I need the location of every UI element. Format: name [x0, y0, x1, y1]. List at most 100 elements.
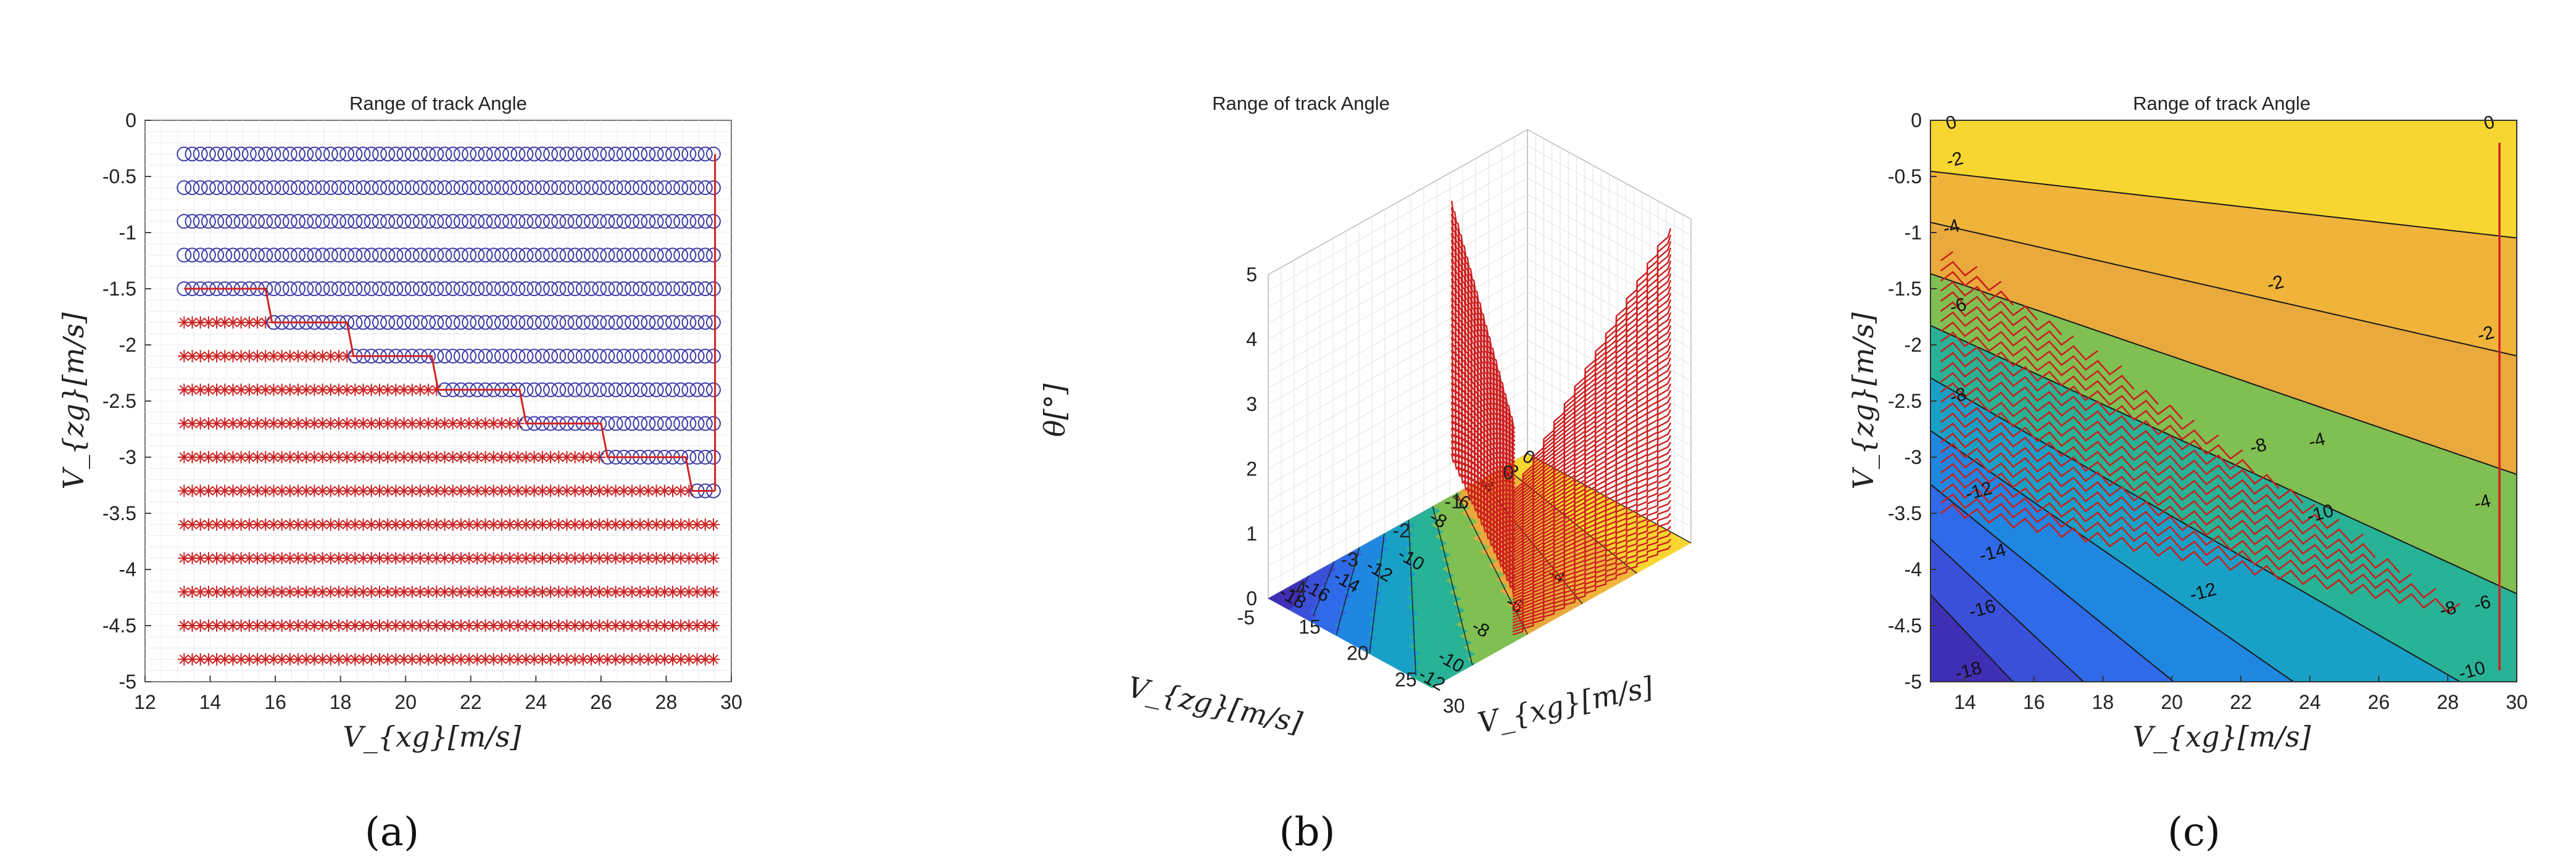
marker-circle [649, 180, 664, 196]
vx-tick-label: 30 [1443, 695, 1465, 717]
marker-circle [412, 213, 428, 229]
marker-circle [625, 247, 640, 263]
marker-star [235, 383, 247, 396]
marker-circle [673, 247, 689, 263]
marker-star [413, 383, 426, 396]
marker-star [487, 552, 500, 565]
marker-circle [355, 315, 371, 330]
marker-star [446, 552, 459, 565]
marker-star [601, 619, 614, 632]
marker-star [430, 552, 443, 565]
marker-star [235, 518, 247, 531]
marker-star [194, 417, 207, 430]
marker-star [707, 518, 720, 531]
chart-c-feasible-region [1940, 143, 2501, 671]
marker-circle [665, 213, 680, 229]
marker-star [259, 586, 272, 598]
marker-star [454, 653, 467, 666]
marker-circle [575, 213, 591, 229]
marker-circle [380, 247, 396, 263]
marker-circle [347, 180, 363, 196]
marker-circle [559, 213, 575, 229]
marker-star [389, 552, 402, 565]
marker-star [667, 518, 679, 531]
marker-star [413, 653, 426, 666]
marker-circle [404, 281, 420, 296]
marker-circle [470, 315, 485, 330]
marker-circle [396, 247, 412, 263]
marker-star [300, 484, 313, 497]
marker-circle [534, 180, 550, 196]
marker-circle [665, 146, 680, 162]
marker-star [300, 518, 313, 531]
marker-star [357, 619, 370, 632]
marker-star [650, 552, 663, 565]
marker-circle [697, 349, 713, 364]
marker-star [601, 586, 614, 598]
marker-star [186, 350, 199, 363]
marker-star [267, 552, 280, 565]
marker-star [520, 518, 533, 531]
marker-star [528, 653, 541, 666]
marker-star [292, 586, 305, 598]
marker-star [446, 451, 459, 463]
marker-circle [388, 315, 404, 330]
marker-star [341, 350, 354, 363]
marker-star [650, 484, 663, 497]
y-tick-label: -2 [1905, 334, 1922, 356]
marker-circle [347, 247, 363, 263]
vz-tick-label: -2 [1393, 519, 1410, 542]
marker-star [178, 484, 191, 497]
marker-star [243, 383, 256, 396]
marker-circle [502, 213, 518, 229]
marker-star [658, 653, 671, 666]
marker-circle [502, 180, 518, 196]
marker-circle [462, 146, 477, 162]
marker-star [454, 619, 467, 632]
marker-star [235, 451, 247, 463]
marker-star [259, 350, 272, 363]
marker-circle [510, 349, 526, 364]
marker-circle [567, 349, 583, 364]
contour-line [1930, 273, 2517, 475]
marker-star [235, 316, 247, 329]
marker-star [324, 518, 337, 531]
marker-circle [396, 146, 412, 162]
marker-star [552, 552, 565, 565]
y-tick-label: -3 [1905, 446, 1922, 468]
marker-star [251, 417, 264, 430]
y-tick-label: -0.5 [1888, 165, 1922, 188]
marker-circle [364, 315, 379, 330]
marker-star [536, 653, 549, 666]
marker-circle [534, 349, 550, 364]
marker-circle [404, 213, 420, 229]
marker-circle [510, 281, 526, 296]
marker-circle [559, 180, 575, 196]
marker-circle [518, 247, 534, 263]
marker-circle [323, 281, 338, 296]
marker-star [251, 653, 264, 666]
marker-star [707, 619, 720, 632]
vz-tick-label: -1 [1445, 490, 1462, 513]
marker-circle [486, 349, 501, 364]
marker-star [349, 417, 362, 430]
marker-star [626, 518, 639, 531]
marker-circle [649, 213, 664, 229]
marker-circle [705, 247, 721, 263]
marker-star [243, 653, 256, 666]
marker-star [194, 350, 207, 363]
marker-star [275, 484, 288, 497]
marker-star [405, 653, 418, 666]
marker-star [658, 484, 671, 497]
marker-circle [665, 349, 680, 364]
marker-circle [543, 213, 559, 229]
marker-star [479, 653, 492, 666]
x-tick-label: 22 [460, 691, 482, 713]
marker-star [194, 653, 207, 666]
marker-circle [584, 281, 599, 296]
marker-circle [567, 213, 583, 229]
y-tick-label: -3.5 [1888, 502, 1922, 524]
marker-circle [217, 247, 233, 263]
marker-star [667, 653, 679, 666]
marker-circle [347, 146, 363, 162]
